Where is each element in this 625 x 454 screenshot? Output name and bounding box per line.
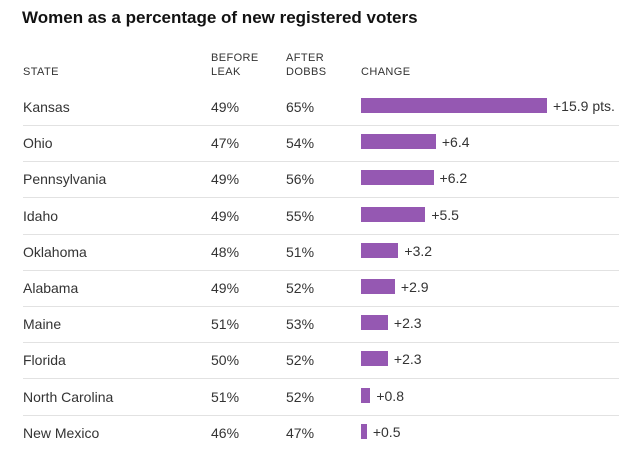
change-bar [361,423,367,439]
header-after-line2: DOBBS [286,66,327,78]
before-leak-value: 51% [211,388,240,405]
change-bar [361,206,426,222]
state-name: Kansas [23,99,70,115]
header-change-label: CHANGE [361,66,411,78]
change-bar [361,98,547,113]
header-state: STATE [23,65,59,79]
table-row: Kansas 49% 65% +15.9 pts. [23,89,619,126]
before-leak-value: 49% [211,99,240,115]
state-name: Alabama [23,280,79,296]
change-label: +2.3 [393,351,422,368]
before-leak-value: 49% [211,207,240,224]
state-name: Pennsylvania [23,171,107,188]
state-name: New Mexico [23,424,100,441]
table-row: Maine 51% 53% +2.3 [23,306,619,344]
header-after-dobbs: AFTER DOBBS [286,51,327,79]
before-leak-value: 47% [211,135,240,152]
state-name: Ohio [23,135,53,152]
after-dobbs-value: 51% [286,243,315,260]
chart-title: Women as a percentage of new registered … [22,8,418,27]
before-leak-value: 49% [211,280,240,296]
change-label: +5.5 [431,206,459,223]
table-row: Oklahoma 48% 51% +3.2 [23,234,619,271]
before-leak-value: 51% [211,316,240,333]
change-label: +3.2 [404,242,433,259]
before-leak-value: 46% [211,424,240,441]
header-before-leak: BEFORE LEAK [211,51,259,79]
table-row: Florida 50% 52% +2.3 [23,342,619,380]
table-row: Idaho 49% 55% +5.5 [23,198,619,235]
change-bar [361,170,434,186]
change-bar [361,242,399,258]
state-name: Idaho [23,207,59,224]
table-row: Alabama 49% 52% +2.9 [23,270,619,307]
table-row: North Carolina 51% 52% +0.8 [23,379,619,416]
change-bar [361,351,388,367]
change-bar [361,134,436,150]
header-state-label: STATE [23,66,59,78]
after-dobbs-value: 53% [286,316,315,333]
after-dobbs-value: 65% [286,99,315,115]
after-dobbs-value: 47% [286,424,315,441]
change-label: +6.4 [441,134,470,151]
change-label: +6.2 [439,170,468,187]
state-name: North Carolina [23,388,114,405]
change-label: +15.9 pts. [553,98,615,114]
change-label: +0.5 [372,423,401,440]
change-label: +2.9 [400,279,429,295]
header-change: CHANGE [361,65,410,79]
after-dobbs-value: 54% [286,135,315,152]
state-name: Oklahoma [23,243,87,260]
after-dobbs-value: 52% [286,388,315,405]
header-before-line1: BEFORE [211,52,259,64]
after-dobbs-value: 52% [286,352,315,369]
after-dobbs-value: 56% [286,171,315,188]
change-label: +2.3 [393,315,422,332]
table-row: Pennsylvania 49% 56% +6.2 [23,161,619,199]
change-bar [361,387,371,403]
change-bar [361,315,388,331]
before-leak-value: 49% [211,171,240,188]
after-dobbs-value: 52% [286,280,315,296]
change-label: +0.8 [376,387,404,404]
table-row: Ohio 47% 54% +6.4 [23,125,619,163]
before-leak-value: 48% [211,243,240,260]
table-row: New Mexico 46% 47% +0.5 [23,415,619,451]
state-name: Maine [23,316,62,333]
header-after-line1: AFTER [286,52,325,64]
state-name: Florida [23,352,66,369]
before-leak-value: 50% [211,352,240,369]
header-before-line2: LEAK [211,66,241,78]
change-bar [361,279,395,294]
after-dobbs-value: 55% [286,207,315,224]
